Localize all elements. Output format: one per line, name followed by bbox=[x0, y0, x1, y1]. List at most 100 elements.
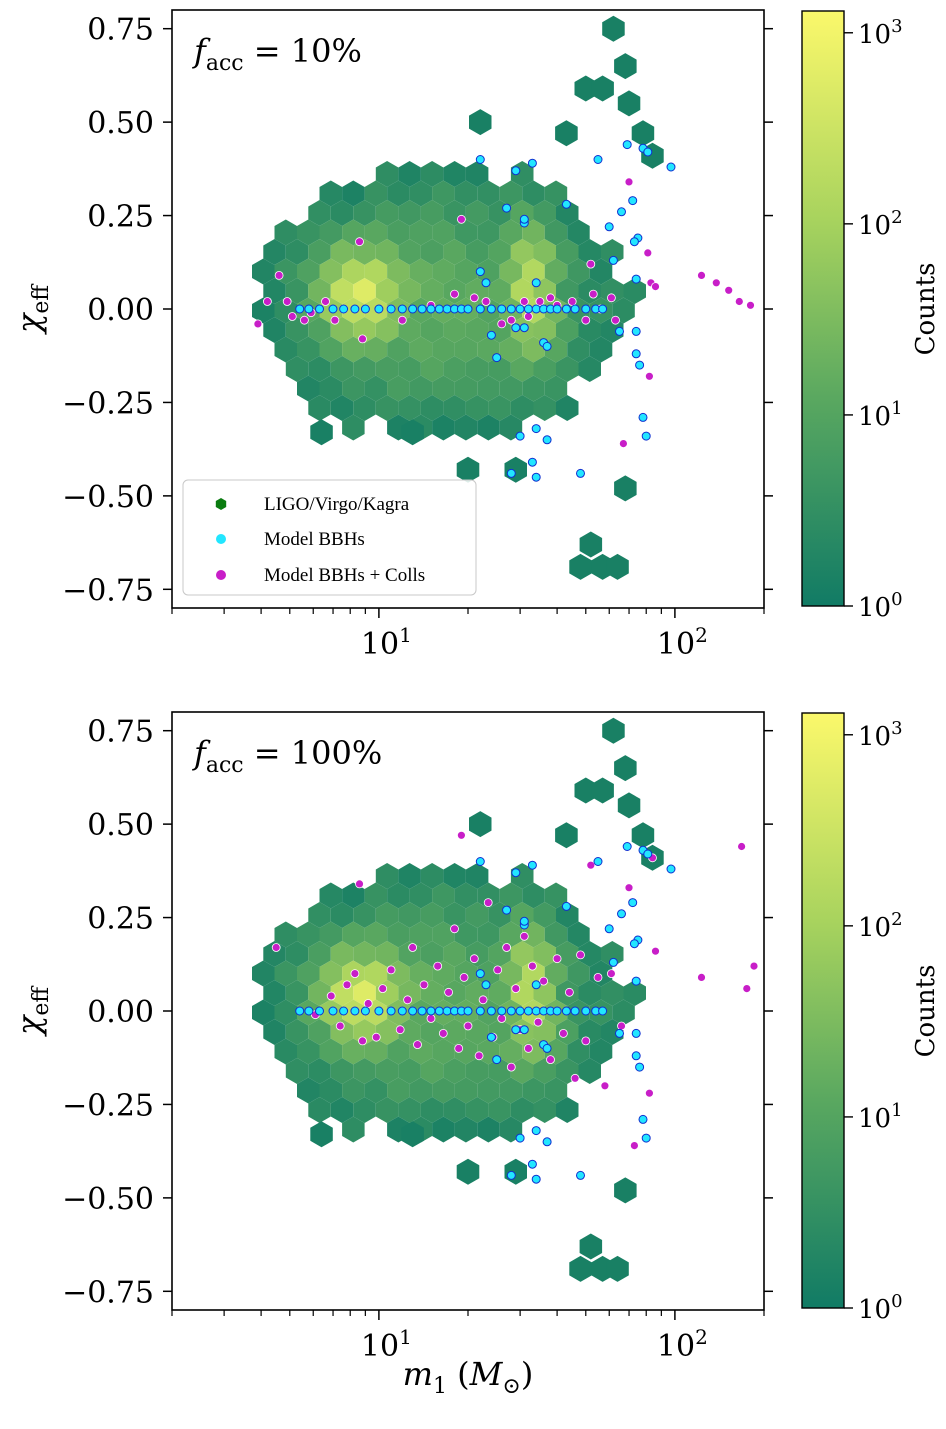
hexbin-cell bbox=[510, 239, 534, 265]
hexbin-cell bbox=[533, 902, 556, 928]
hexbin-cell bbox=[465, 239, 489, 265]
y-tick-label: 0.00 bbox=[87, 995, 154, 1030]
colls-point bbox=[565, 987, 574, 997]
hexbin-cell bbox=[420, 395, 444, 421]
hexbin-cell bbox=[364, 258, 388, 285]
hexbin-cell bbox=[601, 239, 624, 265]
hexbin-cell bbox=[556, 902, 579, 928]
colls-point bbox=[697, 973, 706, 982]
hexbin-outlier bbox=[591, 777, 614, 804]
hexbin-cell bbox=[364, 921, 388, 948]
hexbin-cell bbox=[308, 200, 331, 226]
hexbin-cell bbox=[499, 960, 523, 987]
model-point bbox=[638, 1114, 648, 1124]
x-tick-label: 101 bbox=[361, 623, 412, 662]
hexbin-cell bbox=[420, 317, 444, 343]
model-point bbox=[408, 304, 418, 314]
model-point bbox=[295, 304, 305, 314]
colls-point bbox=[643, 248, 653, 258]
legend-marker-colls bbox=[216, 570, 226, 580]
hexbin-cell bbox=[477, 414, 500, 441]
hexbin-cell bbox=[274, 999, 297, 1026]
colls-point bbox=[502, 943, 512, 952]
hexbin-cell bbox=[364, 882, 388, 909]
model-point bbox=[492, 353, 502, 363]
hexbin-cell bbox=[567, 336, 590, 363]
hexbin-cell bbox=[398, 356, 421, 382]
model-point bbox=[604, 924, 614, 934]
hexbin-cell bbox=[398, 1019, 421, 1045]
colls-point bbox=[546, 1055, 555, 1064]
hexbin-cell bbox=[342, 336, 365, 363]
model-point bbox=[542, 1043, 552, 1053]
model-point bbox=[350, 1006, 360, 1016]
hexbin-cell bbox=[589, 258, 613, 285]
colls-point bbox=[506, 1062, 516, 1072]
hexbin-cell bbox=[364, 375, 388, 402]
hexbin-cell bbox=[443, 239, 466, 265]
model-point bbox=[581, 304, 591, 314]
hexbin-cell bbox=[398, 1058, 421, 1084]
model-point bbox=[561, 304, 571, 314]
model-point bbox=[628, 196, 638, 206]
hexbin-cell bbox=[398, 239, 421, 265]
colls-point bbox=[617, 1021, 626, 1031]
hexbin-cell bbox=[522, 219, 545, 246]
model-point bbox=[442, 1006, 452, 1016]
colls-point bbox=[459, 973, 469, 982]
model-point bbox=[631, 349, 641, 359]
hexbin-cell bbox=[488, 356, 511, 382]
y-axis-label: χeff bbox=[10, 284, 54, 335]
model-point bbox=[527, 158, 537, 168]
hexbin-cell bbox=[544, 258, 568, 285]
hexbin-cell bbox=[443, 902, 466, 928]
model-point bbox=[328, 1006, 338, 1016]
colls-point bbox=[519, 931, 529, 941]
hexbin-cell bbox=[409, 180, 433, 207]
hexbin-cell bbox=[263, 317, 286, 343]
model-point bbox=[463, 1006, 473, 1016]
hexbin-cell bbox=[252, 960, 275, 987]
hexbin-cell bbox=[432, 1116, 455, 1143]
colls-point bbox=[742, 984, 752, 993]
hexbin-cell bbox=[522, 258, 545, 285]
series-model bbox=[295, 140, 676, 482]
model-point bbox=[598, 1006, 608, 1016]
model-point bbox=[511, 868, 521, 878]
colls-point bbox=[481, 297, 491, 306]
hexbin-cell bbox=[443, 863, 466, 889]
model-point bbox=[552, 304, 562, 314]
model-point bbox=[531, 1174, 541, 1184]
colls-point bbox=[651, 282, 660, 292]
hexbin-cell bbox=[297, 1077, 320, 1104]
chart-panel-2: 0.75 0.50 0.25 0.00 −0.25 −0.50 −0.75 101 102 χef… bbox=[10, 711, 941, 1399]
colls-point bbox=[624, 177, 634, 187]
hexbin-outlier bbox=[614, 1177, 637, 1204]
hexbin-cell bbox=[330, 200, 354, 226]
colls-point bbox=[588, 289, 598, 299]
model-point bbox=[527, 860, 537, 870]
hexbin-outlier bbox=[401, 419, 424, 446]
colorbar-tick-label: 100 bbox=[858, 1291, 903, 1325]
colls-point bbox=[469, 293, 479, 303]
hexbin-cell bbox=[342, 375, 365, 402]
y-tick-label: 0.25 bbox=[87, 200, 154, 235]
hexbin-cell bbox=[420, 200, 444, 226]
hexbin-cell bbox=[319, 921, 343, 948]
hexbin-outlier bbox=[579, 1233, 603, 1260]
x-axis-label: m1 (M⊙) bbox=[403, 1355, 534, 1399]
legend-box bbox=[182, 479, 477, 596]
hexbin-cell bbox=[387, 882, 410, 909]
hexbin-cell bbox=[297, 258, 320, 285]
colls-point bbox=[524, 1044, 533, 1053]
hexbin-cell bbox=[353, 941, 376, 967]
model-point bbox=[641, 1133, 651, 1143]
colls-point bbox=[378, 984, 388, 993]
model-point bbox=[417, 304, 427, 314]
y-tick-label: 0.75 bbox=[87, 715, 154, 750]
model-point bbox=[511, 166, 521, 176]
hexbin-cell bbox=[510, 278, 534, 304]
y-tick-label: −0.75 bbox=[62, 1275, 154, 1310]
model-point bbox=[304, 1006, 314, 1016]
colls-point bbox=[533, 1017, 543, 1027]
